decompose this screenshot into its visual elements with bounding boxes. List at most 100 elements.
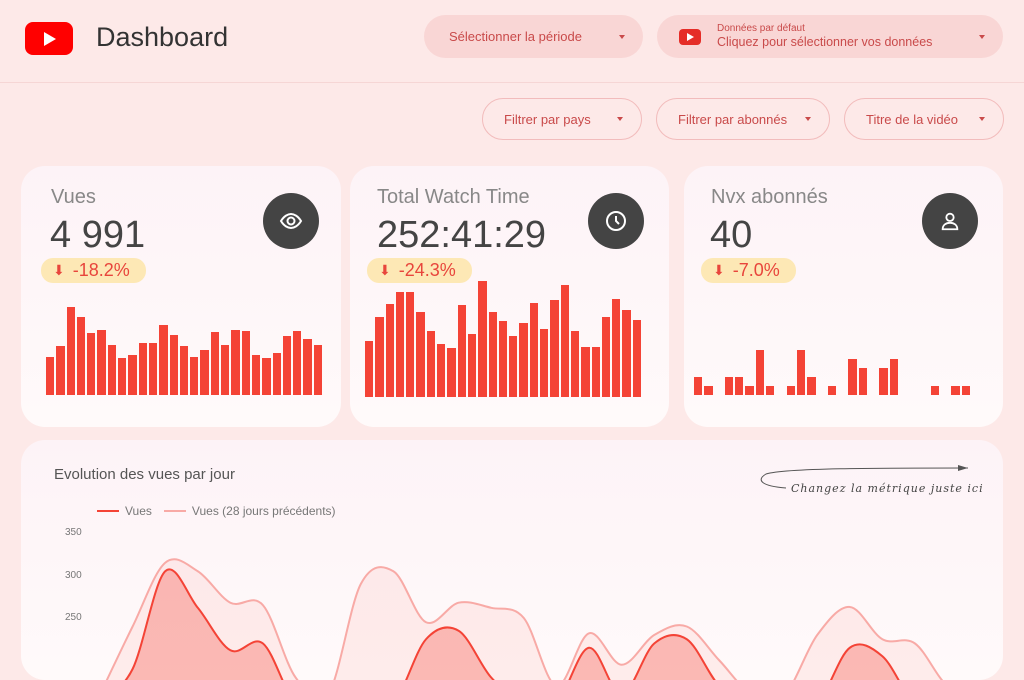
user-icon xyxy=(922,193,978,249)
bar xyxy=(395,292,405,397)
bar xyxy=(303,339,312,395)
bar xyxy=(601,317,611,397)
filter-label: Titre de la vidéo xyxy=(866,111,959,127)
bar xyxy=(272,353,281,395)
bar xyxy=(313,344,323,395)
bar xyxy=(56,345,65,395)
bar xyxy=(807,377,816,395)
bar xyxy=(632,320,642,397)
bar xyxy=(169,335,178,395)
bar xyxy=(796,350,806,395)
caret-down-icon xyxy=(617,117,623,121)
bar xyxy=(293,331,302,395)
bar xyxy=(447,348,456,397)
kpi-card-views: Vues 4 991 ⬇ -18.2% xyxy=(21,166,341,427)
bar xyxy=(159,325,168,395)
bar xyxy=(467,333,477,397)
header: Dashboard Sélectionner la période Donnée… xyxy=(0,0,1024,83)
bar xyxy=(724,377,734,395)
change-value: -18.2% xyxy=(72,260,130,280)
change-badge: ⬇ -7.0% xyxy=(701,258,796,283)
filter-label: Filtrer par abonnés xyxy=(678,111,788,127)
y-tick: 300 xyxy=(65,570,82,581)
change-value: -24.3% xyxy=(398,260,456,280)
bar xyxy=(138,342,147,395)
period-label: Sélectionner la période xyxy=(449,29,582,44)
bar xyxy=(426,330,436,397)
legend-label: Vues xyxy=(125,504,152,518)
bar xyxy=(879,368,888,395)
bar xyxy=(735,377,744,395)
bar xyxy=(210,331,220,395)
line-chart xyxy=(100,558,981,680)
annotation-arrow-icon xyxy=(760,465,969,489)
bar xyxy=(755,350,765,395)
bar xyxy=(241,331,250,395)
y-tick: 350 xyxy=(65,527,82,538)
bar xyxy=(457,304,466,397)
bar xyxy=(858,368,868,395)
caret-down-icon xyxy=(805,117,811,121)
change-badge: ⬇ -24.3% xyxy=(367,258,472,283)
series-line-0 xyxy=(124,568,900,680)
kpi-value: 4 991 xyxy=(50,214,146,256)
chart-title: Evolution des vues par jour xyxy=(54,466,235,483)
caret-down-icon xyxy=(979,117,985,121)
data-source-title: Données par défaut xyxy=(717,23,805,34)
bar xyxy=(550,299,559,397)
bar xyxy=(128,355,137,395)
bar xyxy=(581,346,590,397)
chart-legend: Vues Vues (28 jours précédents) xyxy=(97,504,336,518)
bar xyxy=(87,333,96,395)
period-selector[interactable]: Sélectionner la période xyxy=(424,15,643,58)
views-bar-chart xyxy=(46,307,323,395)
filter-video-title[interactable]: Titre de la vidéo xyxy=(844,98,1004,140)
bar xyxy=(848,359,857,395)
change-value: -7.0% xyxy=(732,260,780,280)
bar xyxy=(560,284,569,397)
subscribers-bar-chart xyxy=(694,350,971,395)
bar xyxy=(375,317,384,397)
kpi-label: Nvx abonnés xyxy=(711,186,828,208)
filter-label: Filtrer par pays xyxy=(504,111,591,127)
youtube-logo-icon xyxy=(25,22,73,55)
youtube-icon xyxy=(679,28,701,45)
kpi-card-new-subscribers: Nvx abonnés 40 ⬇ -7.0% xyxy=(684,166,1003,427)
bar xyxy=(766,386,775,395)
bar xyxy=(612,298,621,397)
bar xyxy=(46,356,55,395)
bar xyxy=(385,303,394,397)
bar xyxy=(540,328,549,397)
clock-icon xyxy=(588,193,644,249)
bar xyxy=(694,377,703,395)
bar xyxy=(478,281,487,397)
bar xyxy=(498,320,508,397)
change-badge: ⬇ -18.2% xyxy=(41,258,146,283)
bar xyxy=(262,357,271,395)
bar xyxy=(786,386,795,395)
legend-label: Vues (28 jours précédents) xyxy=(191,504,336,518)
legend-swatch-previous xyxy=(163,510,186,512)
kpi-value: 252:41:29 xyxy=(377,214,547,256)
bar xyxy=(827,386,837,395)
filter-subscribers[interactable]: Filtrer par abonnés xyxy=(656,98,830,140)
bar xyxy=(190,356,199,395)
bar xyxy=(488,312,497,397)
bar xyxy=(951,386,960,395)
watch-time-bar-chart xyxy=(365,281,642,397)
kpi-label: Vues xyxy=(51,186,96,208)
bar xyxy=(365,340,374,397)
kpi-card-watch-time: Total Watch Time 252:41:29 ⬇ -24.3% xyxy=(350,166,669,427)
y-tick: 250 xyxy=(65,612,82,623)
arrow-down-icon: ⬇ xyxy=(713,262,725,278)
filter-country[interactable]: Filtrer par pays xyxy=(482,98,642,140)
bar xyxy=(416,312,425,397)
kpi-label: Total Watch Time xyxy=(377,186,530,208)
bar xyxy=(251,354,261,395)
data-source-selector[interactable]: Données par défaut Cliquez pour sélectio… xyxy=(657,15,1003,58)
bar xyxy=(509,336,518,397)
caret-down-icon xyxy=(979,34,985,39)
bar xyxy=(570,331,580,397)
bar xyxy=(529,303,539,397)
bar xyxy=(704,386,713,395)
